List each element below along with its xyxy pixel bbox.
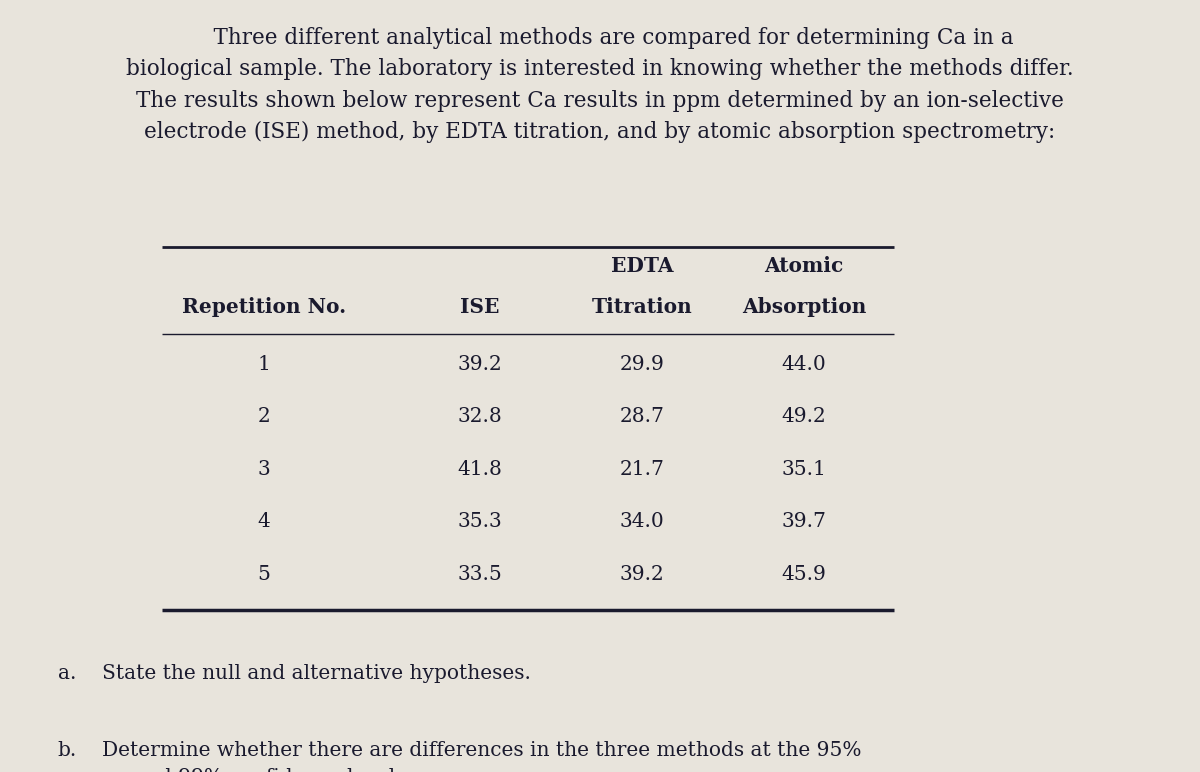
Text: 1: 1 [258,355,270,374]
Text: 3: 3 [258,460,270,479]
Text: ISE: ISE [461,297,499,317]
Text: Repetition No.: Repetition No. [182,297,346,317]
Text: Three different analytical methods are compared for determining Ca in a
biologic: Three different analytical methods are c… [126,27,1074,144]
Text: Determine whether there are differences in the three methods at the 95%
     and: Determine whether there are differences … [102,741,862,772]
Text: 34.0: 34.0 [619,513,665,531]
Text: 28.7: 28.7 [619,408,665,426]
Text: 41.8: 41.8 [457,460,503,479]
Text: 44.0: 44.0 [781,355,827,374]
Text: 39.2: 39.2 [457,355,503,374]
Text: 4: 4 [258,513,270,531]
Text: Absorption: Absorption [742,297,866,317]
Text: 49.2: 49.2 [781,408,827,426]
Text: 39.2: 39.2 [619,565,665,584]
Text: 2: 2 [258,408,270,426]
Text: 39.7: 39.7 [781,513,827,531]
Text: 35.1: 35.1 [781,460,827,479]
Text: 5: 5 [258,565,270,584]
Text: EDTA: EDTA [611,256,673,276]
Text: Titration: Titration [592,297,692,317]
Text: Atomic: Atomic [764,256,844,276]
Text: 21.7: 21.7 [619,460,665,479]
Text: 35.3: 35.3 [457,513,503,531]
Text: State the null and alternative hypotheses.: State the null and alternative hypothese… [102,664,530,683]
Text: b.: b. [58,741,77,760]
Text: 32.8: 32.8 [457,408,503,426]
Text: 45.9: 45.9 [781,565,827,584]
Text: a.: a. [58,664,76,683]
Text: 29.9: 29.9 [619,355,665,374]
Text: 33.5: 33.5 [457,565,503,584]
